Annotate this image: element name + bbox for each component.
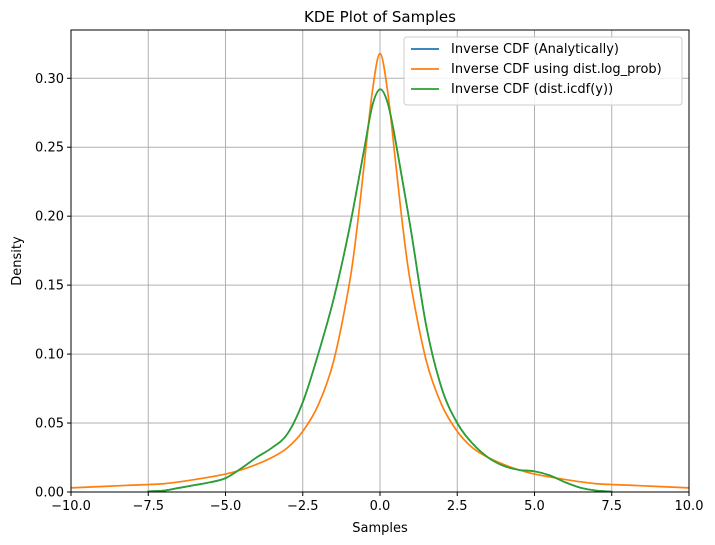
x-tick-label: −7.5 xyxy=(132,499,164,514)
x-tick-label: 0.0 xyxy=(370,499,391,514)
y-tick-label: 0.15 xyxy=(35,279,64,294)
x-tick-label: 10.0 xyxy=(675,499,704,514)
y-tick-label: 0.25 xyxy=(35,141,64,156)
series-line-3 xyxy=(147,88,613,492)
legend-label-1: Inverse CDF (Analytically) xyxy=(451,42,619,57)
x-tick-label: −2.5 xyxy=(287,499,319,514)
chart-title: KDE Plot of Samples xyxy=(304,8,456,26)
y-tick-label: 0.10 xyxy=(35,348,64,363)
y-tick-label: 0.05 xyxy=(35,417,64,432)
x-tick-label: 2.5 xyxy=(447,499,468,514)
x-axis-label: Samples xyxy=(352,521,408,536)
y-axis-label: Density xyxy=(10,236,25,286)
tick-layer: −10.0 −7.5 −5.0 −2.5 0.0 2.5 5.0 7.5 10.0 0.00 0.0… xyxy=(35,72,703,514)
x-tick-label: −5.0 xyxy=(210,499,242,514)
y-tick-label: 0.20 xyxy=(35,210,64,225)
legend-label-3: Inverse CDF (dist.icdf(y)) xyxy=(451,82,613,97)
y-tick-label: 0.30 xyxy=(35,72,64,87)
x-tick-label: 7.5 xyxy=(601,499,622,514)
x-tick-label: −10.0 xyxy=(51,499,91,514)
series-layer xyxy=(71,52,689,492)
legend-box xyxy=(403,36,683,106)
legend-label-2: Inverse CDF using dist.log_prob) xyxy=(451,62,662,77)
y-tick-label: 0.00 xyxy=(35,486,64,501)
legend: Inverse CDF (Analytically) Inverse CDF us… xyxy=(403,36,683,106)
x-tick-label: 5.0 xyxy=(524,499,545,514)
